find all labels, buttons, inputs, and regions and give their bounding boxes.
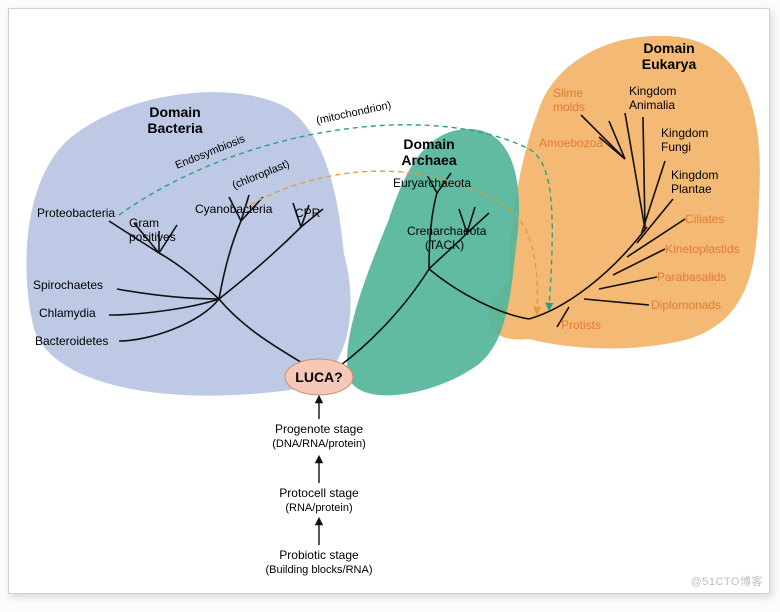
leaf-parabasal: Parabasalids bbox=[657, 270, 726, 284]
leaf-amoebozoa: Amoebozoa bbox=[539, 136, 603, 150]
leaf-slime-2: molds bbox=[553, 100, 585, 114]
blob-bacteria bbox=[26, 92, 350, 396]
leaf-euryarchaeota: Euryarchaeota bbox=[393, 176, 471, 190]
leaf-diplomonad: Diplomonads bbox=[651, 298, 721, 312]
domain-eukarya-sub: Eukarya bbox=[642, 56, 697, 72]
leaf-cpr: CPR bbox=[295, 206, 321, 220]
watermark: @51CTO博客 bbox=[691, 573, 763, 589]
leaf-animalia-2: Animalia bbox=[629, 98, 675, 112]
leaf-crenarchaeota: Crenarchaeota bbox=[407, 224, 487, 238]
leaf-slime-1: Slime bbox=[553, 86, 583, 100]
stage-probiotic-sub: (Building blocks/RNA) bbox=[266, 564, 373, 576]
endosymbiosis-mito-label: (mitochondrion) bbox=[315, 99, 392, 127]
leaf-fungi-1: Kingdom bbox=[661, 126, 708, 140]
leaf-ciliates: Ciliates bbox=[685, 212, 724, 226]
stage-protocell-title: Protocell stage bbox=[279, 486, 359, 500]
domain-archaea-title: Domain bbox=[403, 136, 454, 152]
leaf-plantae-2: Plantae bbox=[671, 182, 712, 196]
domain-archaea-sub: Archaea bbox=[401, 152, 456, 168]
leaf-spirochaetes: Spirochaetes bbox=[33, 278, 103, 292]
leaf-animalia-1: Kingdom bbox=[629, 84, 676, 98]
leaf-bacteroidetes: Bacteroidetes bbox=[35, 334, 108, 348]
stage-protocell-sub: (RNA/protein) bbox=[285, 502, 352, 514]
leaf-gram-1: Gram bbox=[129, 216, 159, 230]
stage-ladder: Progenote stage (DNA/RNA/protein) Protoc… bbox=[266, 397, 373, 576]
stage-progenote-title: Progenote stage bbox=[275, 422, 363, 436]
leaf-plantae-1: Kingdom bbox=[671, 168, 718, 182]
domain-bacteria-title: Domain bbox=[149, 104, 200, 120]
stage-progenote-sub: (DNA/RNA/protein) bbox=[272, 438, 366, 450]
blob-archaea bbox=[347, 129, 519, 395]
leaf-fungi-2: Fungi bbox=[661, 140, 691, 154]
leaf-proteobacteria: Proteobacteria bbox=[37, 206, 115, 220]
stage-probiotic-title: Probiotic stage bbox=[279, 548, 359, 562]
leaf-cyanobacteria: Cyanobacteria bbox=[195, 202, 273, 216]
leaf-protists: Protists bbox=[561, 318, 601, 332]
leaf-tack: (TACK) bbox=[425, 238, 464, 252]
diagram-frame: Endosymbiosis (chloroplast) (mitochondri… bbox=[8, 8, 770, 594]
leaf-kineto: Kinetoplastids bbox=[665, 242, 740, 256]
domain-eukarya-title: Domain bbox=[643, 40, 694, 56]
luca-label: LUCA? bbox=[295, 369, 342, 385]
leaf-gram-2: positives bbox=[129, 230, 176, 244]
tree-of-life-svg: Endosymbiosis (chloroplast) (mitochondri… bbox=[9, 9, 769, 593]
leaf-chlamydia: Chlamydia bbox=[39, 306, 96, 320]
domain-bacteria-sub: Bacteria bbox=[147, 120, 202, 136]
